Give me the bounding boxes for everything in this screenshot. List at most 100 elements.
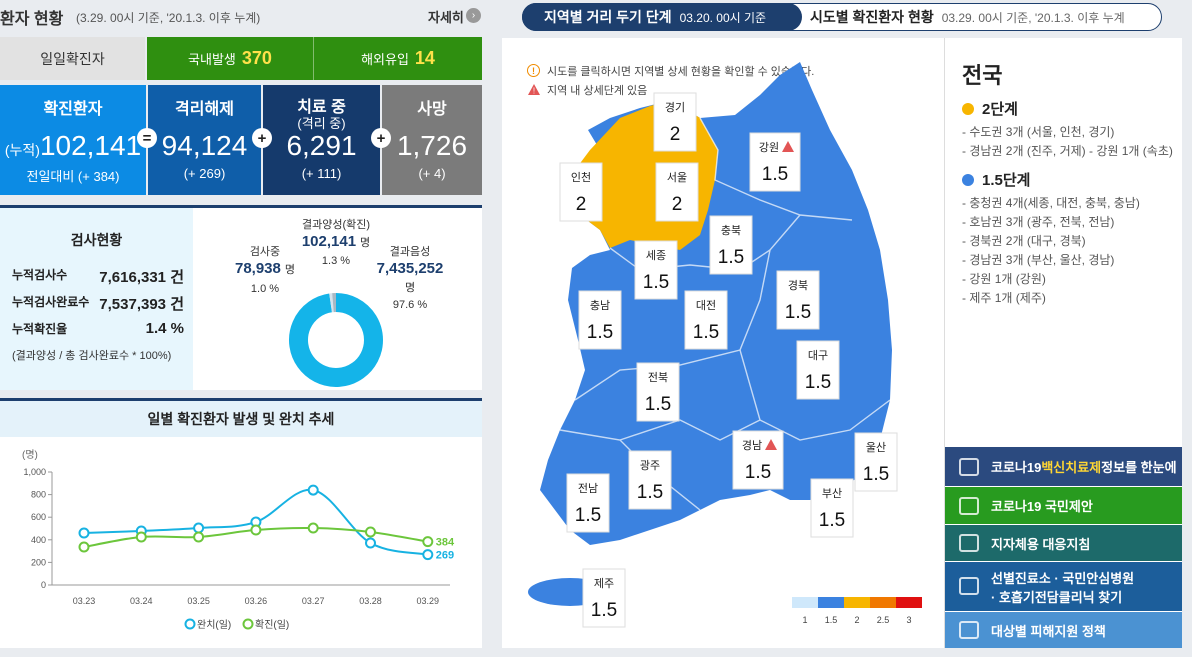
region-level[interactable]: 2: [670, 124, 681, 145]
region-box[interactable]: [566, 473, 610, 533]
region-name[interactable]: 울산: [866, 441, 886, 454]
region-name[interactable]: 세종: [646, 249, 666, 262]
legend-label: 3: [906, 615, 911, 625]
region-name[interactable]: 충북: [721, 224, 741, 237]
region-name[interactable]: 전남: [578, 482, 598, 495]
region-level[interactable]: 2: [576, 194, 587, 215]
line-chart: (명) 0 200 400 600 800 1,000 03.23 03.24 03.25 03.2…: [22, 449, 455, 631]
region-name[interactable]: 경북: [788, 279, 808, 292]
region-name[interactable]: 인천: [571, 170, 591, 184]
region-box[interactable]: [732, 430, 784, 490]
point: [193, 522, 205, 534]
more-link[interactable]: 자세히: [428, 10, 464, 25]
region-level[interactable]: 1.5: [587, 322, 613, 343]
region[interactable]: 부산 1.5: [810, 478, 854, 538]
summary-prefix: (누적): [4, 142, 40, 158]
region-box[interactable]: [582, 568, 626, 628]
region-name[interactable]: 경기: [665, 101, 685, 114]
region-name[interactable]: 대전: [696, 299, 716, 312]
region-level[interactable]: 1.5: [805, 372, 831, 393]
region[interactable]: 충북 1.5: [709, 215, 753, 275]
region-level[interactable]: 1.5: [645, 394, 671, 415]
region-name[interactable]: 제주: [594, 577, 614, 590]
region-box[interactable]: [776, 270, 820, 330]
region[interactable]: 인천 2: [559, 162, 603, 222]
region[interactable]: 전남 1.5: [566, 473, 610, 533]
region-level[interactable]: 1.5: [643, 272, 669, 293]
region-name[interactable]: 강원: [759, 141, 779, 154]
region-box[interactable]: [653, 92, 697, 152]
tab-active[interactable]: 지역별 거리 두기 단계 03.20. 00시 기준: [522, 3, 802, 31]
link-text[interactable]: 코로나19 국민제안: [991, 499, 1093, 514]
region-box[interactable]: [749, 132, 801, 192]
region[interactable]: 제주 1.5: [582, 568, 626, 628]
region[interactable]: 충남 1.5: [578, 290, 622, 350]
region[interactable]: 울산 1.5: [854, 432, 898, 492]
more-icon[interactable]: ›: [466, 8, 481, 23]
region-level[interactable]: 1.5: [762, 164, 788, 185]
tab-basis[interactable]: 03.29. 00시 기준, '20.1.3. 이후 누계: [941, 10, 1125, 25]
link-text[interactable]: 코로나19: [991, 460, 1042, 475]
region[interactable]: 경북 1.5: [776, 270, 820, 330]
region-level[interactable]: 1.5: [745, 462, 771, 483]
point: [365, 537, 376, 549]
region-name[interactable]: 서울: [667, 171, 687, 184]
region-box[interactable]: [709, 215, 753, 275]
region-level[interactable]: 1.5: [637, 482, 663, 503]
region[interactable]: 서울 2: [655, 162, 699, 222]
region-box[interactable]: [634, 240, 678, 300]
link-text[interactable]: 백신치료제: [1041, 460, 1102, 475]
link-button[interactable]: 코로나19 백신치료제 정보를 한눈에: [945, 447, 1182, 486]
tab-title[interactable]: 지역별 거리 두기 단계: [544, 9, 672, 25]
region-name[interactable]: 대구: [808, 349, 828, 362]
region-level[interactable]: 1.5: [863, 464, 889, 485]
link-text[interactable]: 지자체용 대응지침: [991, 536, 1091, 552]
region-level[interactable]: 1.5: [591, 600, 617, 621]
region-level[interactable]: 1.5: [785, 302, 811, 323]
link-button[interactable]: 코로나19 국민제안: [945, 487, 1182, 524]
region-level[interactable]: 1.5: [718, 247, 744, 268]
region-name[interactable]: 경남: [742, 439, 762, 452]
tab-basis[interactable]: 03.20. 00시 기준: [679, 10, 767, 25]
region-box[interactable]: [684, 290, 728, 350]
region-box[interactable]: [559, 162, 603, 222]
region[interactable]: 경남 1.5: [732, 430, 784, 490]
tab-title[interactable]: 시도별 확진환자 현황: [810, 9, 934, 25]
region[interactable]: 강원 1.5: [749, 132, 801, 192]
tab[interactable]: 시도별 확진환자 현황 03.29. 00시 기준, '20.1.3. 이후 누계: [810, 3, 1125, 31]
link-button[interactable]: 대상별 피해지원 정책: [945, 612, 1182, 648]
point: [422, 549, 434, 561]
region-box[interactable]: [578, 290, 622, 350]
link-text[interactable]: 선별진료소 · 국민안심병원: [991, 570, 1135, 586]
region-box[interactable]: [628, 450, 672, 510]
region-box[interactable]: [655, 162, 699, 222]
region-name[interactable]: 충남: [590, 299, 610, 312]
region[interactable]: 광주 1.5: [628, 450, 672, 510]
link-text[interactable]: · 호흡기전담클리닉 찾기: [991, 589, 1123, 605]
region[interactable]: 경기 2: [653, 92, 697, 152]
region[interactable]: 대전 1.5: [684, 290, 728, 350]
donut-percent: 1.3 %: [322, 255, 350, 267]
point: [422, 536, 434, 548]
region[interactable]: 대구 1.5: [796, 340, 840, 400]
donut-category: 결과음성: [390, 245, 430, 258]
region-level[interactable]: 1.5: [819, 510, 845, 531]
link-button[interactable]: 지자체용 대응지침: [945, 525, 1182, 561]
region-name[interactable]: 전북: [648, 371, 668, 384]
region[interactable]: 전북 1.5: [636, 362, 680, 422]
region-box[interactable]: [796, 340, 840, 400]
region-name[interactable]: 광주: [640, 459, 660, 472]
region-box[interactable]: [810, 478, 854, 538]
region[interactable]: 세종 1.5: [634, 240, 678, 300]
region-box[interactable]: [854, 432, 898, 492]
region-name[interactable]: 부산: [822, 487, 842, 500]
region-level[interactable]: 2: [672, 194, 683, 215]
region-level[interactable]: 1.5: [693, 322, 719, 343]
map-note: 지역 내 상세단계 있음: [547, 85, 648, 97]
link-text[interactable]: 정보를 한눈에: [1101, 460, 1177, 475]
summary-subtitle: (격리 중): [297, 116, 346, 131]
region-level[interactable]: 1.5: [575, 505, 601, 526]
region-box[interactable]: [636, 362, 680, 422]
link-text[interactable]: 대상별 피해지원 정책: [991, 623, 1106, 639]
link-button[interactable]: 선별진료소 · 국민안심병원 · 호흡기전담클리닉 찾기: [945, 562, 1182, 611]
